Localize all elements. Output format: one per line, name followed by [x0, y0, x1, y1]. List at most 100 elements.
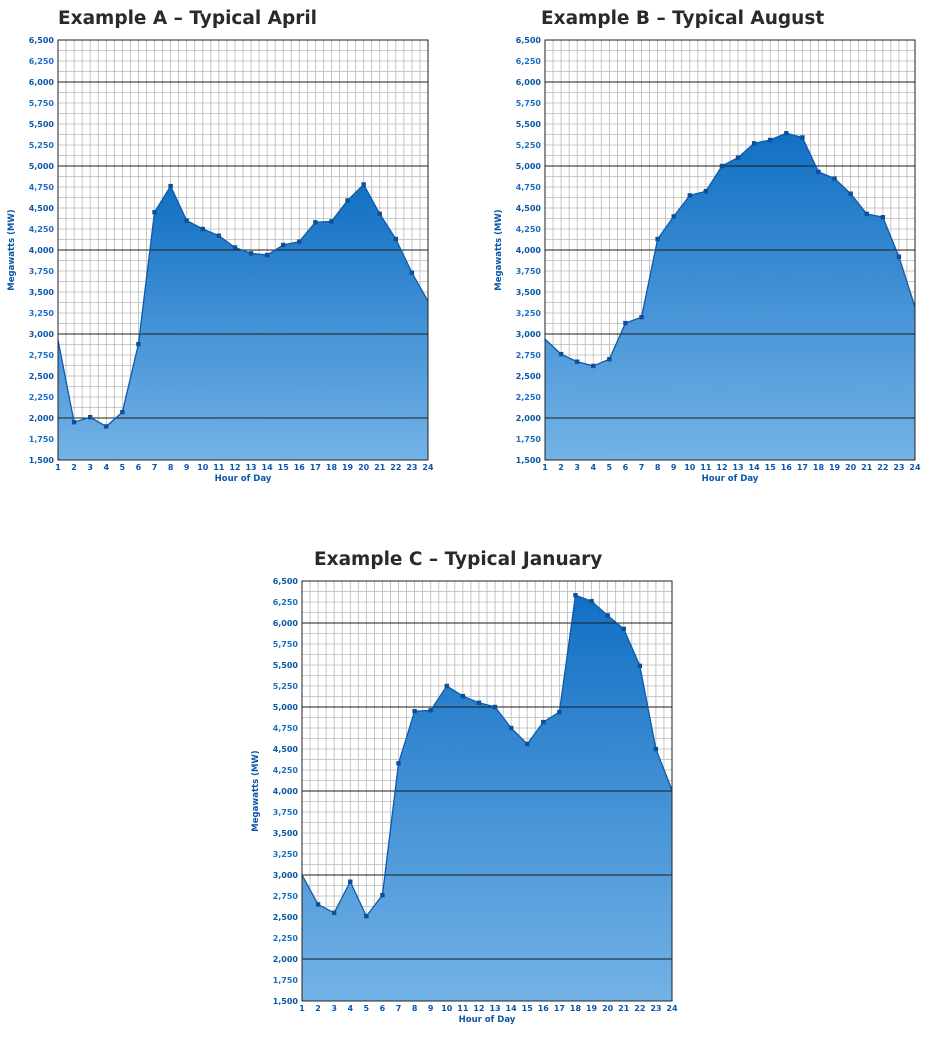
y-axis-label: Megawatts (MW)	[7, 209, 17, 290]
chart-panel-april: Example A – Typical April 1,500 1,750 2,00…	[6, 4, 446, 504]
x-tick-label: 21	[861, 463, 873, 472]
y-tick-label: 2,500	[29, 372, 55, 381]
x-tick-label: 18	[326, 463, 338, 472]
data-point	[703, 189, 709, 194]
x-tick-label: 18	[570, 1004, 582, 1013]
data-point	[637, 663, 643, 669]
y-tick-label: 4,000	[273, 787, 299, 796]
data-point	[396, 761, 401, 766]
y-tick-label: 6,500	[29, 36, 55, 45]
data-point	[591, 363, 596, 369]
x-tick-label: 17	[797, 463, 808, 472]
x-tick-label: 7	[152, 463, 158, 472]
data-point	[574, 359, 580, 364]
series-line	[301, 594, 673, 918]
x-tick-label: 1	[542, 463, 548, 472]
x-tick-label: 10	[684, 463, 696, 472]
data-point	[297, 239, 302, 244]
x-tick-label: 14	[506, 1004, 518, 1013]
y-axis-label: Megawatts (MW)	[494, 209, 504, 290]
data-point	[409, 270, 415, 275]
x-tick-label: 7	[396, 1004, 402, 1013]
y-tick-label: 3,250	[29, 309, 55, 318]
x-tick-label: 3	[574, 463, 580, 472]
area-fill	[302, 595, 672, 1001]
y-tick-label: 1,500	[273, 997, 299, 1006]
x-tick-label: 11	[457, 1004, 469, 1013]
x-tick-label: 9	[671, 463, 677, 472]
data-point	[331, 910, 337, 915]
y-tick-label: 3,250	[516, 309, 542, 318]
data-point	[525, 741, 530, 747]
y-tick-label: 4,750	[516, 183, 542, 192]
data-point	[313, 220, 318, 225]
y-tick-label: 2,000	[273, 955, 299, 964]
x-axis-label: Hour of Day	[702, 474, 759, 484]
data-point	[621, 626, 626, 632]
x-tick-label: 5	[120, 463, 126, 472]
y-tick-label: 2,000	[516, 414, 542, 423]
x-tick-label: 17	[310, 463, 321, 472]
chart-panel-january: Example C – Typical January 1,500 1,750 2,…	[250, 545, 690, 1045]
data-point	[832, 176, 837, 181]
data-point	[329, 219, 334, 224]
y-tick-label: 4,250	[516, 225, 542, 234]
x-tick-label: 20	[602, 1004, 614, 1013]
y-tick-label: 4,500	[273, 745, 299, 754]
data-point	[541, 719, 546, 725]
data-point	[216, 233, 222, 238]
x-tick-label: 20	[845, 463, 857, 472]
x-tick-label: 5	[607, 463, 613, 472]
x-tick-label: 12	[229, 463, 240, 472]
y-tick-label: 5,500	[29, 120, 55, 129]
y-tick-label: 5,750	[516, 99, 542, 108]
x-tick-label: 13	[245, 463, 256, 472]
data-point	[655, 236, 660, 242]
chart-svg-august: 1,500 1,750 2,000 2,250 2,500 2,750 3,000 3,250…	[494, 36, 921, 484]
x-tick-label: 1	[55, 463, 61, 472]
data-point	[281, 242, 286, 248]
data-point	[315, 902, 321, 907]
x-axis-label: Hour of Day	[459, 1015, 516, 1025]
data-point	[136, 341, 141, 347]
x-tick-label: 16	[538, 1004, 550, 1013]
x-tick-label: 23	[893, 463, 904, 472]
y-tick-label: 2,250	[29, 393, 55, 402]
data-point	[476, 700, 482, 705]
y-tick-label: 4,000	[516, 246, 542, 255]
x-tick-label: 9	[184, 463, 190, 472]
x-tick-label: 20	[358, 463, 370, 472]
x-tick-label: 6	[380, 1004, 386, 1013]
data-point	[71, 420, 77, 425]
data-point	[184, 218, 189, 223]
y-tick-label: 3,000	[516, 330, 542, 339]
y-tick-label: 5,000	[516, 162, 542, 171]
x-tick-label: 19	[829, 463, 841, 472]
data-point	[639, 315, 644, 320]
y-tick-label: 6,250	[516, 57, 542, 66]
data-point	[800, 135, 805, 140]
data-point	[200, 226, 205, 232]
y-tick-label: 3,250	[273, 850, 299, 859]
y-tick-label: 5,250	[516, 141, 542, 150]
x-tick-label: 5	[364, 1004, 370, 1013]
x-tick-label: 13	[489, 1004, 500, 1013]
area-fill	[58, 184, 428, 461]
y-tick-label: 3,750	[29, 267, 55, 276]
x-tick-label: 22	[877, 463, 888, 472]
x-tick-label: 16	[781, 463, 793, 472]
data-point	[393, 236, 399, 242]
y-tick-label: 5,750	[273, 640, 299, 649]
y-tick-label: 4,750	[29, 183, 55, 192]
x-tick-label: 21	[374, 463, 386, 472]
data-point	[460, 693, 466, 699]
x-tick-label: 2	[71, 463, 77, 472]
data-point	[719, 163, 725, 169]
y-tick-label: 4,500	[29, 204, 55, 213]
y-tick-label: 3,000	[273, 871, 299, 880]
x-tick-label: 18	[813, 463, 825, 472]
x-tick-label: 8	[412, 1004, 418, 1013]
y-tick-label: 6,000	[273, 619, 299, 628]
x-tick-label: 7	[639, 463, 645, 472]
data-point	[623, 320, 628, 326]
